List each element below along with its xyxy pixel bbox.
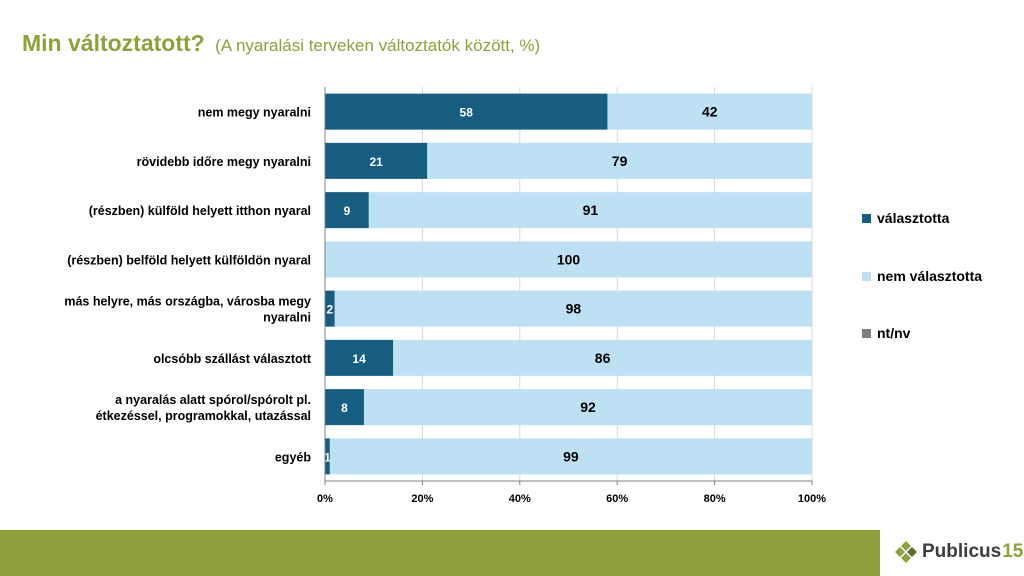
x-tick-label: 80%	[704, 493, 726, 505]
bar-segment	[368, 192, 812, 229]
data-label: 91	[583, 202, 599, 218]
bar-segment	[329, 438, 812, 475]
data-label: 92	[580, 399, 596, 415]
bar-segment	[393, 339, 812, 376]
chart-title-row: Min változtatott? (A nyaralási terveken …	[22, 30, 540, 57]
bar-segment	[325, 241, 812, 278]
data-label: 14	[352, 352, 366, 366]
x-tick-label: 0%	[317, 493, 333, 505]
publicus-logo-icon	[895, 541, 917, 563]
data-label: 98	[566, 301, 582, 317]
category-label: olcsóbb szállást választott	[153, 352, 312, 366]
data-label: 79	[612, 153, 628, 169]
bar-segment	[334, 290, 812, 327]
bar-segment	[363, 389, 812, 426]
bar-segment	[325, 389, 364, 426]
legend-label: választotta	[877, 210, 950, 226]
category-label: más helyre, más országba, városba megy ny…	[64, 295, 311, 325]
legend-label: nem választotta	[877, 268, 982, 284]
data-label: 99	[563, 448, 579, 464]
legend-swatch	[862, 329, 871, 338]
x-tick-label: 40%	[509, 493, 531, 505]
bar-segment	[325, 438, 330, 475]
x-tick-label: 20%	[411, 493, 433, 505]
category-label: a nyaralás alatt spórol/spórolt pl. étkez…	[96, 393, 311, 423]
category-label: nem megy nyaralni	[198, 106, 311, 120]
data-label: 21	[369, 155, 383, 169]
category-label: (részben) belföld helyett külföldön nyar…	[67, 253, 311, 267]
data-label: 2	[327, 303, 334, 317]
data-label: 58	[460, 106, 474, 120]
publicus-logo: Publicus 15	[895, 537, 1023, 567]
x-tick-label: 60%	[606, 493, 628, 505]
data-label: 42	[702, 104, 718, 120]
data-label: 86	[595, 350, 611, 366]
logo-text: Publicus	[922, 541, 1002, 562]
logo-number: 15	[1002, 541, 1024, 562]
category-label: rövidebb időre megy nyaralni	[137, 155, 311, 169]
data-label: 9	[344, 204, 351, 218]
chart-subtitle: (A nyaralási terveken változtatók között…	[215, 36, 541, 55]
bar-segment	[325, 93, 608, 130]
x-tick-label: 100%	[798, 493, 826, 505]
footer-bar	[0, 530, 880, 576]
bar-segment	[325, 192, 369, 229]
category-label: (részben) külföld helyett itthon nyaral	[89, 204, 311, 218]
legend-swatch	[862, 272, 871, 281]
bar-segment	[427, 142, 812, 179]
chart-title: Min változtatott?	[22, 30, 205, 56]
category-label: egyéb	[275, 450, 311, 464]
data-label: 8	[341, 401, 348, 415]
legend-label: nt/nv	[877, 325, 911, 341]
bar-segment	[325, 339, 394, 376]
data-label: 1	[324, 450, 331, 464]
bar-segment	[325, 142, 428, 179]
bar-segment	[607, 93, 812, 130]
legend-swatch	[862, 214, 871, 223]
bar-segment	[325, 290, 335, 327]
data-label: 100	[557, 251, 581, 267]
